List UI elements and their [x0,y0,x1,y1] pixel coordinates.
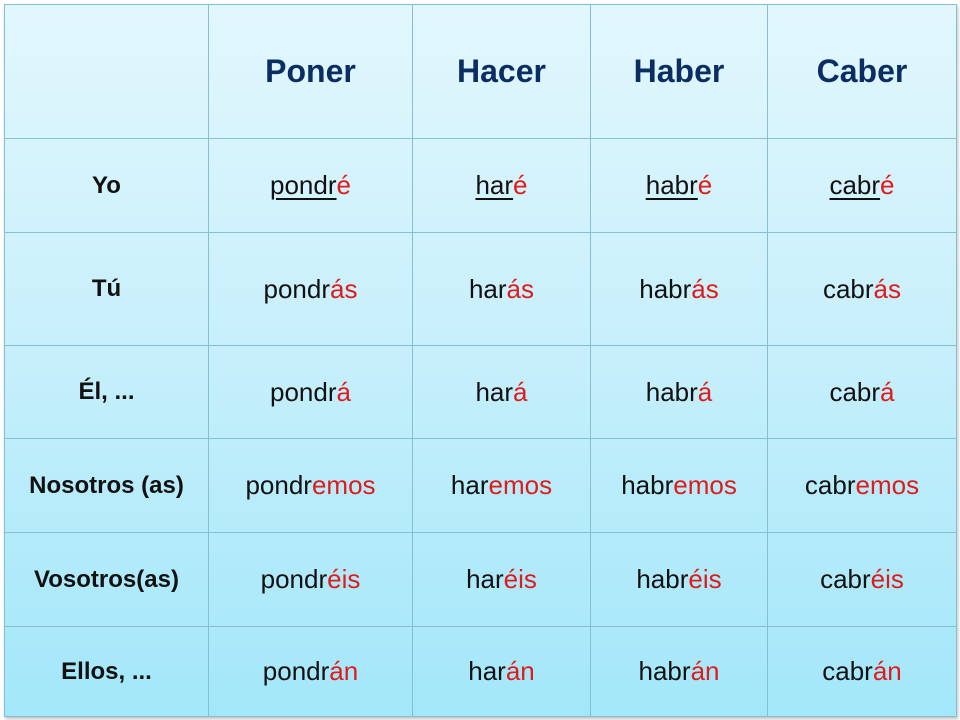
verb-ending: á [336,376,351,407]
conjugation-table: Poner Hacer Haber Caber Yo pondré haré habré cab… [4,4,957,717]
table-row: Yo pondré haré habré cabré [4,138,957,233]
conjugation-cell: cabrá [767,345,957,439]
conjugation-cell: harán [412,626,591,717]
verb-stem: pondr [260,564,328,594]
verb-stem: habr [645,376,698,407]
verb-stem: cabr [829,376,881,407]
verb-stem: har [468,656,506,686]
verb-ending: án [329,656,359,686]
verb-stem: habr [645,170,698,200]
verb-stem: pondr [245,470,312,500]
corner-cell [4,4,209,139]
verb-stem: habr [636,564,689,594]
conjugation-cell: pondrán [208,626,413,717]
verb-stem: cabr [829,170,881,200]
conjugation-cell: haréis [412,532,591,627]
verb-ending: ás [873,273,902,304]
table-row: Tú pondrás harás habrás cabrás [4,232,957,346]
verb-stem: har [475,376,514,407]
pronoun-cell: Vosotros(as) [4,532,209,627]
verb-ending: án [872,656,902,686]
verb-stem: cabr [804,470,856,500]
verb-stem: har [468,273,507,304]
table-row: Vosotros(as) pondréis haréis habréis cabréis [4,532,957,627]
verb-ending: ás [506,273,535,304]
verb-stem: habr [621,470,674,500]
verb-ending: á [513,376,528,407]
verb-ending: éis [327,564,361,594]
verb-stem: har [466,564,504,594]
conjugation-cell: pondrás [208,232,413,346]
conjugation-cell: habrán [590,626,768,717]
conjugation-cell: hará [412,345,591,439]
conjugation-cell: habréis [590,532,768,627]
verb-ending: éis [503,564,537,594]
table-row: Él, ... pondrá hará habrá cabrá [4,345,957,439]
conjugation-cell: habrá [590,345,768,439]
verb-stem: har [450,470,489,500]
verb-stem: cabr [822,273,874,304]
verb-ending: emos [855,470,920,500]
pronoun-cell: Él, ... [4,345,209,439]
conjugation-cell: habré [590,138,768,233]
header-row: Poner Hacer Haber Caber [4,4,957,139]
verb-ending: é [880,170,895,200]
conjugation-cell: cabré [767,138,957,233]
verb-stem: har [475,170,514,200]
conjugation-cell: habremos [590,438,768,533]
conjugation-cell: pondré [208,138,413,233]
verb-ending: é [513,170,528,200]
verb-ending: emos [311,470,376,500]
verb-header: Haber [590,4,768,139]
verb-ending: éis [870,564,904,594]
pronoun-cell: Tú [4,232,209,346]
pronoun-cell: Yo [4,138,209,233]
conjugation-cell: cabremos [767,438,957,533]
verb-ending: ás [691,273,719,304]
verb-ending: é [336,170,351,200]
verb-ending: emos [673,470,737,500]
conjugation-cell: habrás [590,232,768,346]
verb-stem: pondr [262,656,330,686]
conjugation-cell: pondremos [208,438,413,533]
conjugation-cell: pondrá [208,345,413,439]
verb-stem: cabr [820,564,871,594]
conjugation-cell: haremos [412,438,591,533]
verb-stem: pondr [270,170,337,200]
verb-ending: án [690,656,720,686]
verb-header: Caber [767,4,957,139]
verb-stem: habr [639,273,692,304]
table-row: Nosotros (as) pondremos haremos habremos cab… [4,438,957,533]
conjugation-cell: cabrás [767,232,957,346]
pronoun-cell: Nosotros (as) [4,438,209,533]
pronoun-cell: Ellos, ... [4,626,209,717]
conjugation-cell: pondréis [208,532,413,627]
verb-ending: é [697,170,713,200]
verb-ending: emos [488,470,553,500]
verb-ending: éis [688,564,722,594]
conjugation-cell: haré [412,138,591,233]
verb-header: Hacer [412,4,591,139]
verb-stem: cabr [822,656,873,686]
conjugation-cell: cabréis [767,532,957,627]
verb-header: Poner [208,4,413,139]
conjugation-cell: harás [412,232,591,346]
verb-stem: pondr [263,273,331,304]
verb-stem: pondr [270,376,337,407]
conjugation-cell: cabrán [767,626,957,717]
verb-ending: ás [330,273,358,304]
verb-stem: habr [638,656,691,686]
verb-ending: á [697,376,713,407]
verb-ending: án [505,656,535,686]
verb-ending: á [880,376,895,407]
table-row: Ellos, ... pondrán harán habrán cabrán [4,626,957,717]
